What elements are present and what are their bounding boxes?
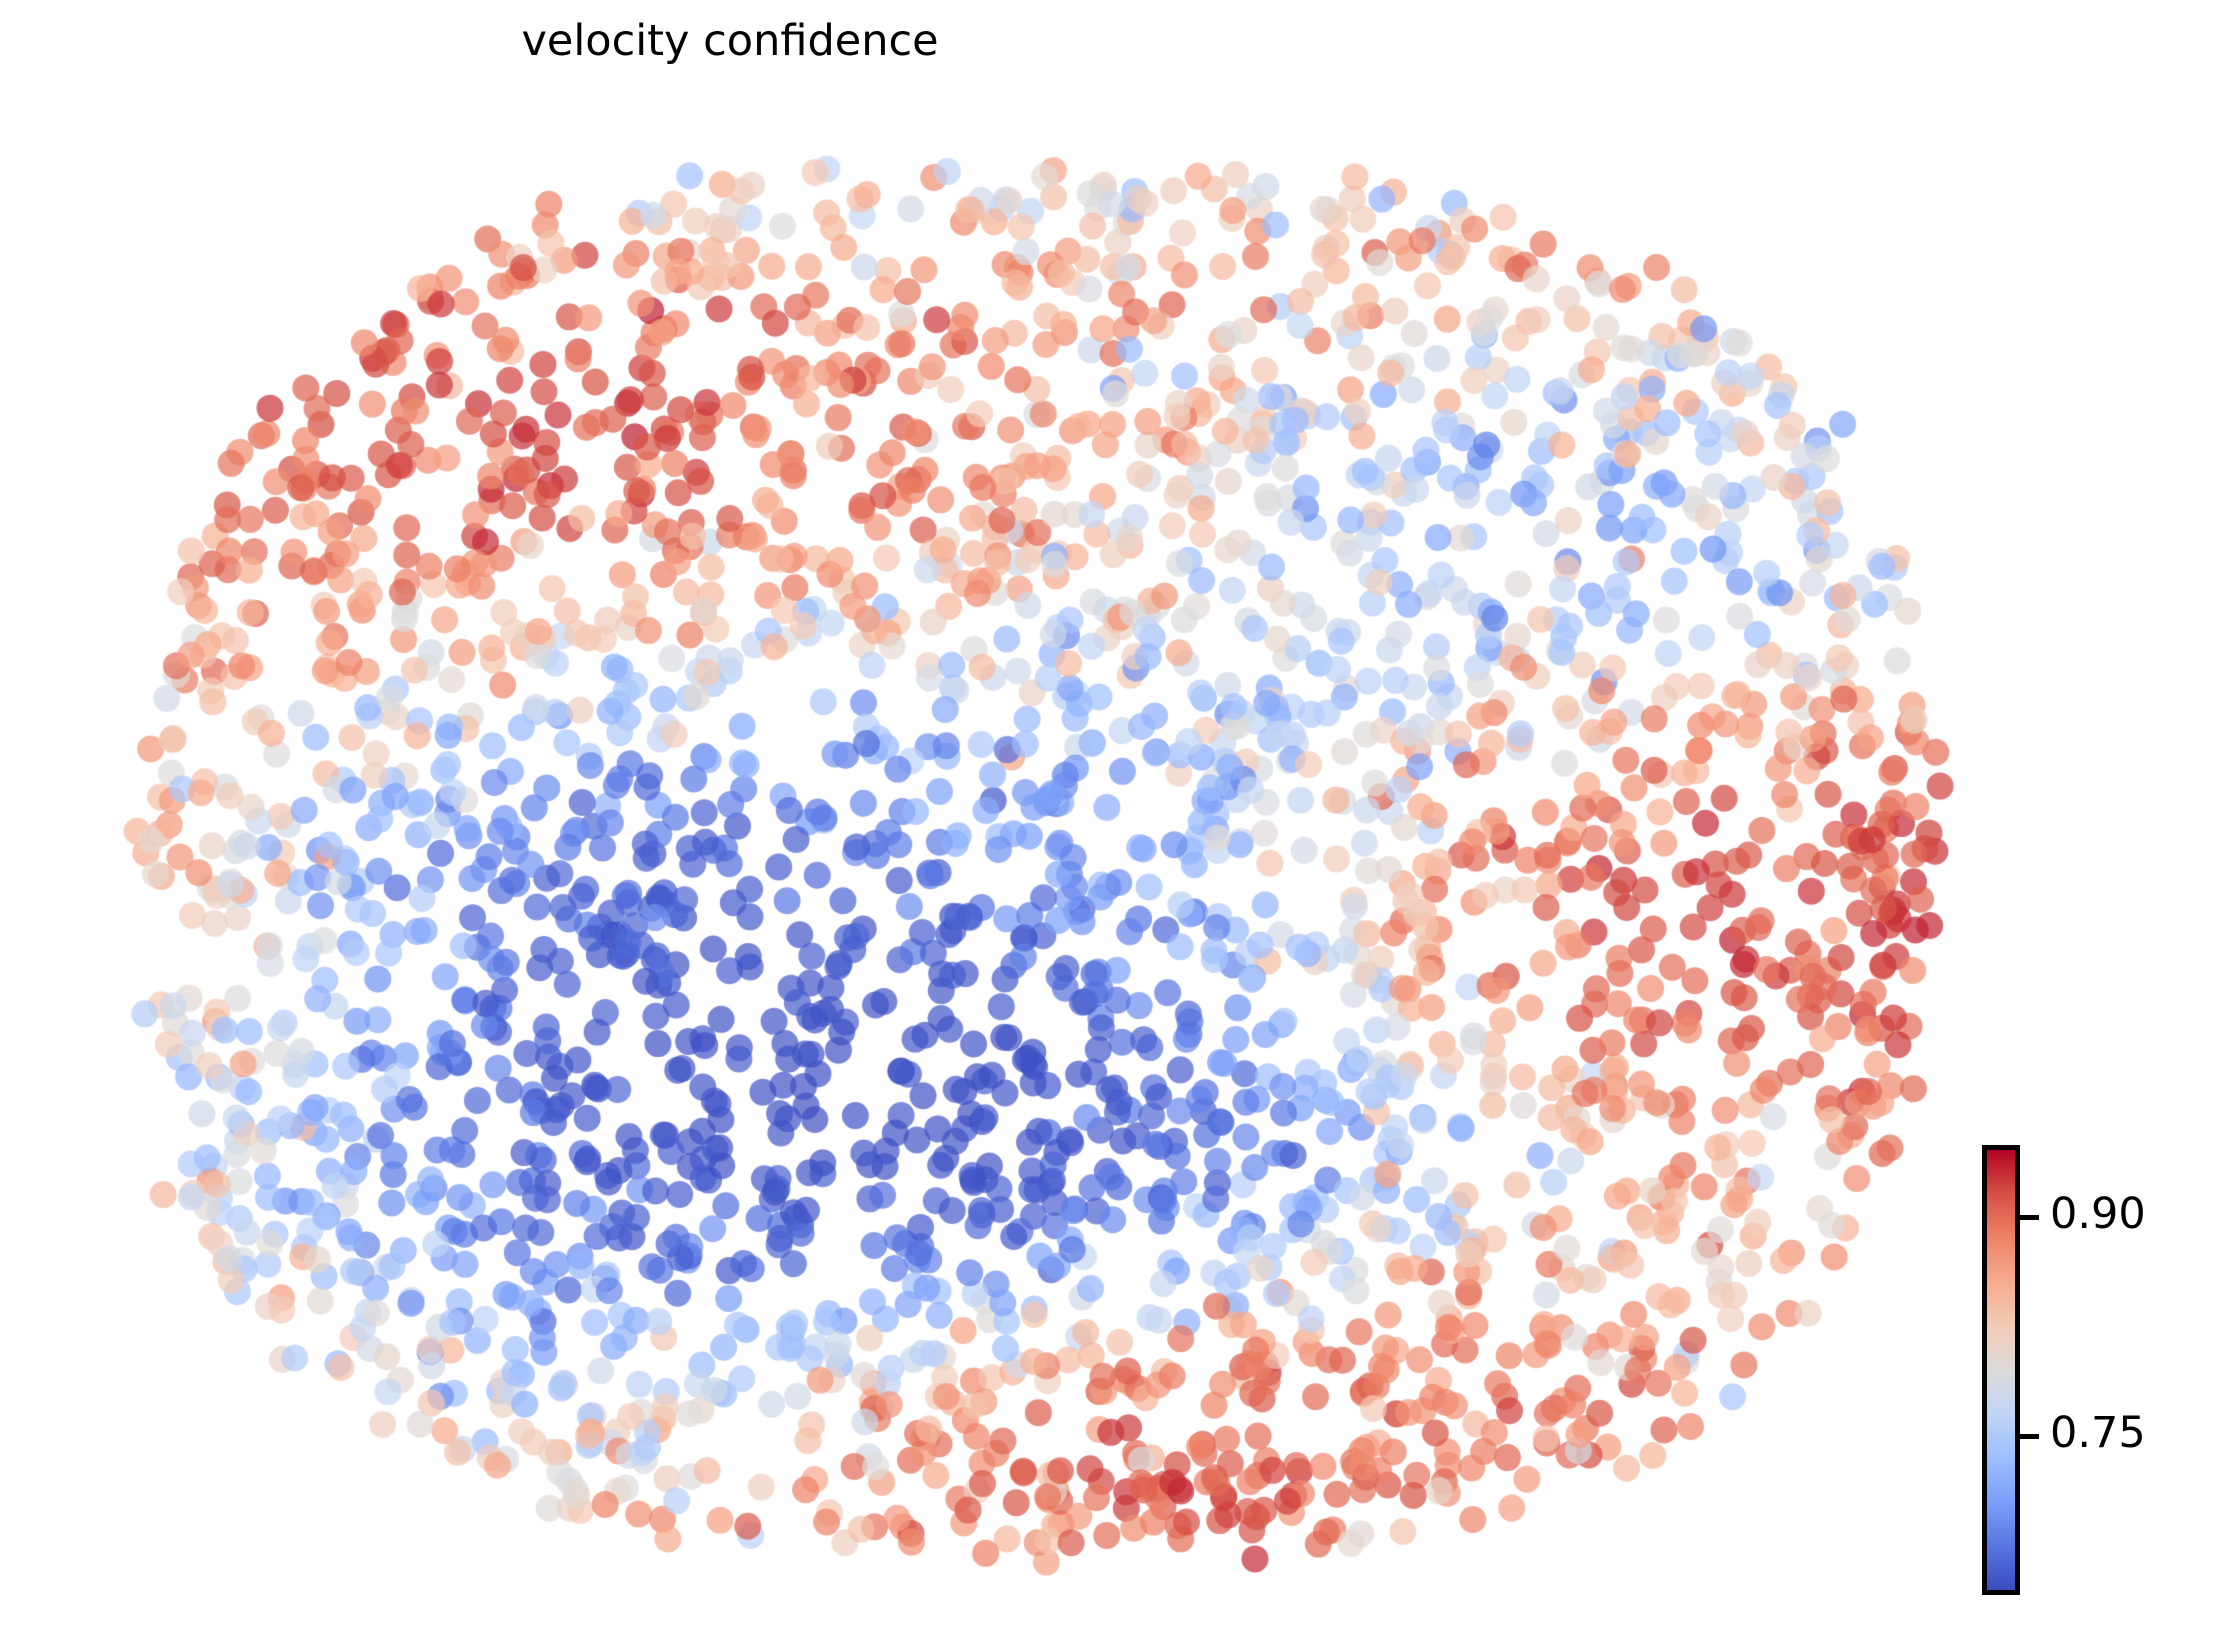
colorbar-tick-label-0: 0.90 (2050, 1189, 2146, 1239)
colorbar-gradient-canvas (1987, 1150, 2015, 1590)
scatter-points-layer (0, 0, 2060, 1633)
colorbar-tick-label-1: 0.75 (2050, 1408, 2146, 1458)
scatter-plot-axes (0, 0, 2060, 1633)
colorbar-tick-mark-0 (2020, 1215, 2039, 1220)
colorbar-gradient-bar (1982, 1145, 2020, 1595)
colorbar: 0.90 0.75 (1982, 1145, 2222, 1597)
colorbar-tick-mark-1 (2020, 1434, 2039, 1439)
